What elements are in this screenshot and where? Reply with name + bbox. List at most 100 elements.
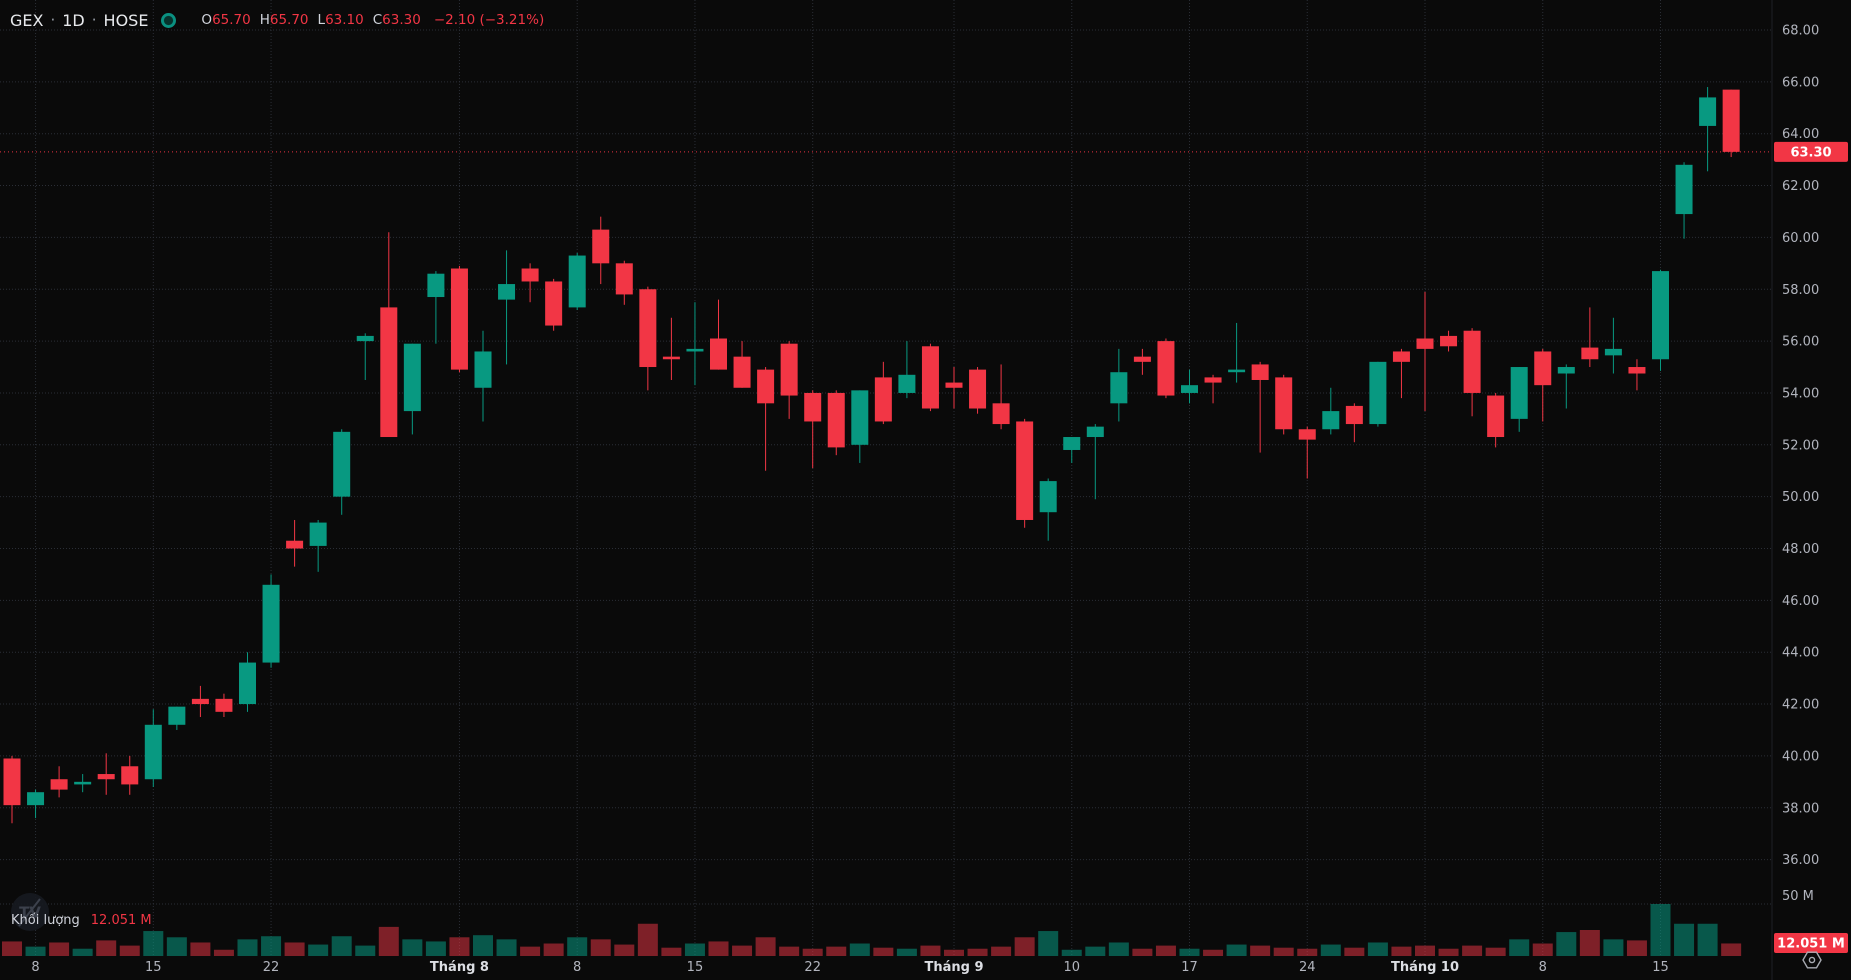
axis-settings-icon[interactable]	[1802, 951, 1822, 969]
candle-down	[3, 758, 21, 806]
time-tick-label: Tháng 10	[1391, 960, 1459, 975]
time-tick-label: Tháng 8	[430, 960, 489, 975]
market-status-icon[interactable]	[161, 12, 177, 28]
close-label: C	[372, 12, 383, 28]
candle-up	[1322, 411, 1340, 430]
volume-bar	[684, 943, 705, 956]
volume-bar	[944, 949, 964, 956]
candle-down	[662, 356, 680, 360]
volume-bar	[213, 949, 234, 956]
symbol-legend: GEX · 1D · HOSE O 65.70 H 65.70 L 63.10 C 63…	[10, 8, 544, 32]
exchange-name[interactable]: HOSE	[103, 10, 149, 30]
candle-up	[1675, 164, 1693, 215]
candle-up	[686, 348, 704, 352]
volume-bar	[1038, 931, 1059, 956]
volume-bar	[1556, 932, 1577, 956]
price-tick-label: 54.00	[1782, 386, 1819, 401]
time-tick-label: 17	[1181, 960, 1198, 975]
volume-bar	[1320, 944, 1341, 956]
volume-bar	[449, 937, 470, 956]
candle-down	[1581, 347, 1599, 360]
volume-bar	[1603, 939, 1624, 956]
volume-bar	[567, 937, 588, 956]
candle-down	[639, 289, 657, 368]
time-axis[interactable]: 8 15 22 Tháng 8 8 15 22 Tháng 9 10 17 24 Tháng 10 8 1…	[31, 960, 1668, 975]
volume-bar	[1132, 948, 1153, 956]
price-axis[interactable]: 68.00 66.00 64.00 62.00 60.00 58.00 56.00 54.00…	[1782, 24, 1819, 905]
volume-axis-max-label: 50 M	[1782, 889, 1814, 904]
candle-down	[592, 229, 610, 264]
volume-bar	[779, 946, 800, 956]
volume-bar	[1344, 947, 1365, 956]
volume-bar	[1014, 937, 1035, 956]
volume-bar	[802, 948, 823, 956]
volume-bar	[1532, 943, 1553, 956]
volume-bar	[1650, 904, 1671, 956]
volume-bar	[25, 946, 46, 956]
volume-bar	[1415, 945, 1435, 956]
candle-down	[121, 766, 139, 785]
candle-down	[521, 268, 539, 282]
volume-bar	[1061, 949, 1082, 956]
low-label: L	[317, 12, 326, 28]
candle-down	[97, 774, 115, 780]
price-tick-label: 46.00	[1782, 594, 1819, 609]
candle-down	[50, 779, 68, 790]
volume-bar	[1438, 948, 1459, 956]
candle-up	[498, 284, 516, 300]
candle-up	[1110, 372, 1128, 404]
close-value: 63.30	[382, 12, 421, 28]
volume-bar	[355, 945, 376, 956]
volume-bar	[1273, 947, 1294, 956]
candle-up	[898, 374, 916, 393]
candle-down	[545, 281, 563, 326]
time-tick-label: 15	[145, 960, 162, 975]
volume-legend: Khối lượng 12.051 M	[11, 913, 152, 928]
volume-bar	[1108, 942, 1129, 956]
candle-down	[380, 307, 398, 438]
volume-bar	[590, 939, 611, 956]
candle-up	[1652, 271, 1669, 360]
price-tick-label: 42.00	[1782, 698, 1819, 713]
candle-up	[74, 781, 92, 785]
time-tick-label: 22	[263, 960, 280, 975]
volume-bar	[72, 948, 93, 956]
candle-down	[1133, 356, 1151, 362]
time-tick-label: 8	[31, 960, 39, 975]
volume-bar	[96, 940, 117, 956]
candle-down	[215, 698, 233, 712]
candle-down	[1204, 377, 1222, 383]
volume-bar	[378, 926, 399, 956]
interval-selector[interactable]: 1D	[62, 10, 85, 30]
time-tick-label: 15	[687, 960, 704, 975]
volume-bar	[166, 937, 187, 956]
candle-down	[710, 338, 727, 370]
volume-bar	[49, 942, 70, 956]
volume-bar	[1085, 946, 1106, 956]
candle-down	[1251, 364, 1269, 380]
candle-down	[733, 356, 751, 388]
price-tick-label: 58.00	[1782, 283, 1819, 298]
price-tick-label: 48.00	[1782, 542, 1819, 557]
volume-bar	[1509, 939, 1530, 956]
price-tick-label: 44.00	[1782, 646, 1819, 661]
symbol-name[interactable]: GEX	[10, 10, 44, 30]
price-tick-label: 62.00	[1782, 179, 1819, 194]
candle-up	[1557, 367, 1575, 374]
candle-up	[1699, 97, 1717, 126]
volume-bar	[473, 935, 493, 956]
candle-up	[1039, 481, 1057, 513]
candle-down	[992, 403, 1010, 425]
time-tick-label: 22	[804, 960, 821, 975]
time-tick-label: 8	[573, 960, 581, 975]
volume-bar	[849, 943, 870, 956]
last-price-badge: 63.30	[1774, 141, 1848, 162]
candle-up	[356, 335, 374, 342]
volume-bar	[732, 945, 753, 956]
open-label: O	[201, 12, 213, 28]
volume-bar	[1155, 945, 1176, 956]
low-value: 63.10	[325, 12, 364, 28]
volume-indicator-label[interactable]: Khối lượng	[11, 913, 80, 928]
